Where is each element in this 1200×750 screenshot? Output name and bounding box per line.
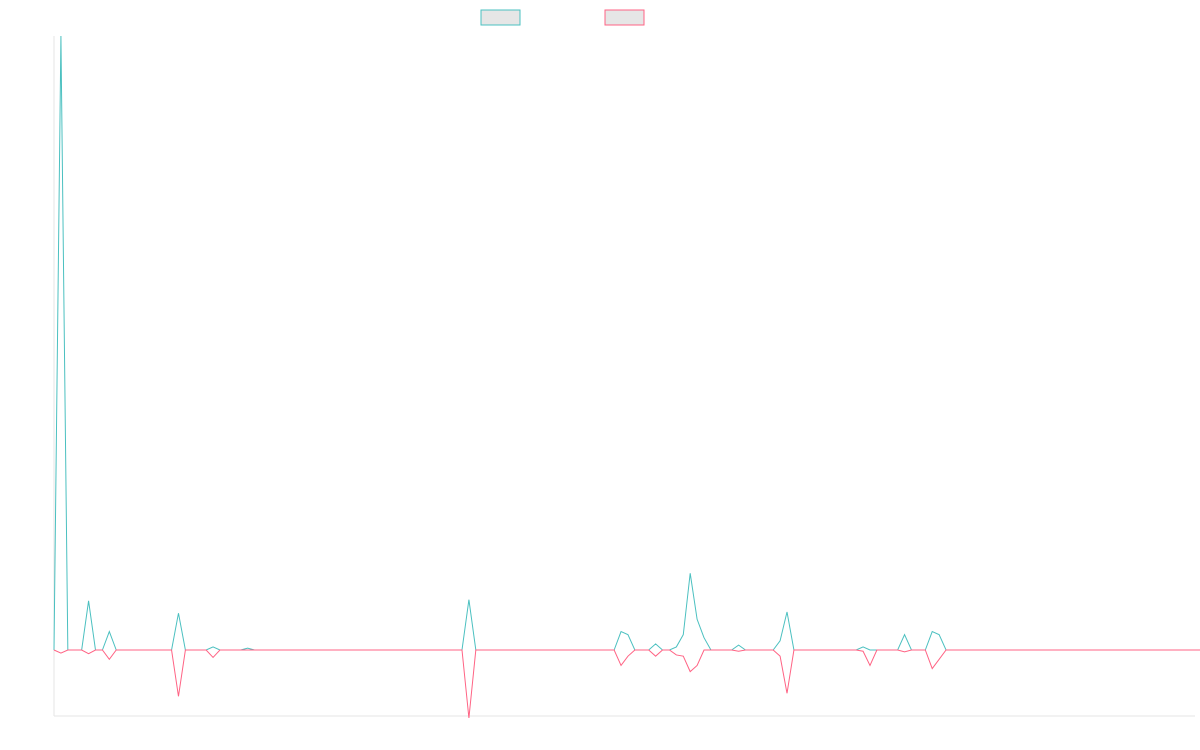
axes [53, 36, 1195, 717]
series-layer [53, 35, 1200, 719]
legend-swatch-1[interactable] [480, 9, 521, 26]
series-line-1 [53, 35, 1200, 651]
legend [480, 9, 645, 26]
legend-swatch-2[interactable] [604, 9, 645, 26]
series-line-2 [53, 649, 1200, 719]
